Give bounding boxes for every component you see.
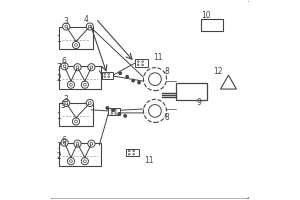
Polygon shape (220, 75, 236, 89)
Circle shape (142, 61, 143, 62)
Text: 2: 2 (56, 152, 61, 161)
Circle shape (63, 141, 66, 144)
Circle shape (108, 76, 110, 77)
Circle shape (83, 160, 86, 163)
Circle shape (70, 83, 72, 86)
Text: 9: 9 (197, 98, 202, 107)
Bar (58, 27, 93, 49)
Bar (58, 103, 93, 126)
Circle shape (81, 81, 88, 88)
Circle shape (68, 81, 74, 88)
Circle shape (143, 99, 167, 122)
Circle shape (111, 113, 112, 114)
Circle shape (115, 113, 116, 114)
Circle shape (86, 99, 93, 107)
Circle shape (148, 73, 161, 85)
Circle shape (68, 158, 74, 165)
Circle shape (88, 102, 91, 104)
Circle shape (118, 113, 120, 115)
Bar (58, 143, 101, 166)
Circle shape (142, 64, 143, 66)
Circle shape (132, 79, 134, 82)
Circle shape (133, 150, 134, 152)
Text: 10: 10 (202, 11, 211, 20)
Circle shape (74, 140, 81, 147)
Bar (109, 108, 120, 115)
Circle shape (72, 118, 80, 125)
Text: 1: 1 (56, 35, 61, 44)
Circle shape (106, 107, 109, 109)
Circle shape (61, 63, 68, 70)
Bar (135, 59, 148, 67)
Circle shape (104, 73, 106, 74)
Circle shape (128, 153, 130, 155)
Circle shape (75, 120, 77, 123)
Circle shape (63, 23, 70, 30)
Circle shape (133, 153, 134, 155)
Circle shape (88, 140, 95, 147)
Circle shape (70, 160, 72, 163)
Circle shape (81, 158, 88, 165)
Text: 1: 1 (56, 112, 61, 121)
Circle shape (72, 41, 80, 49)
Circle shape (111, 110, 112, 111)
Circle shape (112, 109, 114, 112)
Circle shape (115, 110, 116, 111)
Text: 3: 3 (63, 17, 68, 26)
Circle shape (75, 44, 77, 46)
Circle shape (138, 81, 140, 84)
Circle shape (65, 102, 68, 104)
Text: 7: 7 (56, 142, 61, 151)
Circle shape (108, 73, 110, 74)
Bar (176, 83, 207, 100)
Text: 11: 11 (144, 156, 154, 165)
Circle shape (63, 65, 66, 68)
Text: 12: 12 (214, 67, 223, 76)
Circle shape (63, 99, 70, 107)
Circle shape (137, 61, 139, 62)
FancyBboxPatch shape (49, 0, 250, 199)
Text: 7: 7 (56, 63, 61, 72)
Circle shape (65, 25, 68, 28)
Text: 2: 2 (56, 74, 61, 83)
Circle shape (86, 23, 93, 30)
Circle shape (119, 72, 122, 74)
Circle shape (143, 68, 167, 91)
Circle shape (88, 25, 91, 28)
Circle shape (128, 150, 130, 152)
Circle shape (90, 142, 93, 145)
Bar (58, 66, 101, 89)
Circle shape (104, 76, 106, 77)
Text: 11: 11 (153, 53, 163, 62)
Text: 3: 3 (63, 95, 68, 104)
Bar (101, 72, 113, 79)
Circle shape (61, 139, 68, 146)
Circle shape (76, 142, 79, 145)
Circle shape (148, 105, 161, 117)
Circle shape (88, 64, 95, 71)
Text: 5: 5 (60, 101, 65, 110)
Bar (126, 149, 139, 156)
Circle shape (74, 64, 81, 71)
Circle shape (126, 76, 128, 78)
Text: 6: 6 (61, 136, 66, 145)
Circle shape (90, 66, 93, 69)
Circle shape (124, 115, 126, 117)
Text: 4: 4 (83, 15, 88, 24)
Circle shape (83, 83, 86, 86)
Circle shape (137, 64, 139, 66)
Text: 8: 8 (165, 113, 169, 122)
Circle shape (76, 66, 79, 69)
Text: 6: 6 (61, 57, 66, 66)
Text: 8: 8 (165, 67, 169, 76)
Bar (201, 19, 224, 31)
